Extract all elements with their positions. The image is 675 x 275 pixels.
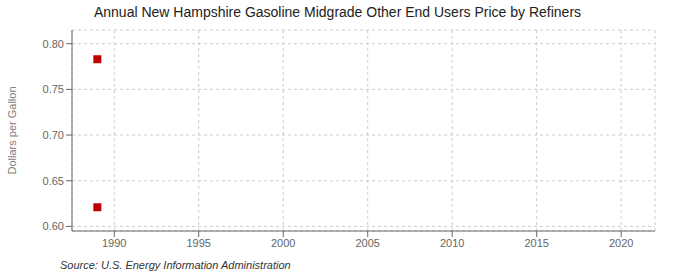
svg-text:Dollars per Gallon: Dollars per Gallon	[8, 86, 18, 174]
svg-text:0.75: 0.75	[43, 83, 64, 95]
svg-text:1990: 1990	[102, 237, 126, 249]
svg-text:2005: 2005	[355, 237, 379, 249]
svg-text:1995: 1995	[186, 237, 210, 249]
svg-text:2000: 2000	[271, 237, 295, 249]
html-text:Annual New Hampshire Gasoline: Annual New Hampshire Gasoline Midgrade O…	[93, 4, 581, 20]
svg-text:0.70: 0.70	[43, 129, 64, 141]
svg-text:2020: 2020	[609, 237, 633, 249]
svg-text:0.80: 0.80	[43, 38, 64, 50]
svg-text:2010: 2010	[440, 237, 464, 249]
svg-text:2015: 2015	[524, 237, 548, 249]
svg-text:0.60: 0.60	[43, 220, 64, 232]
svg-text:0.65: 0.65	[43, 175, 64, 187]
html-text:Source: U.S. Energy Informatio: Source: U.S. Energy Information Administ…	[60, 259, 291, 271]
